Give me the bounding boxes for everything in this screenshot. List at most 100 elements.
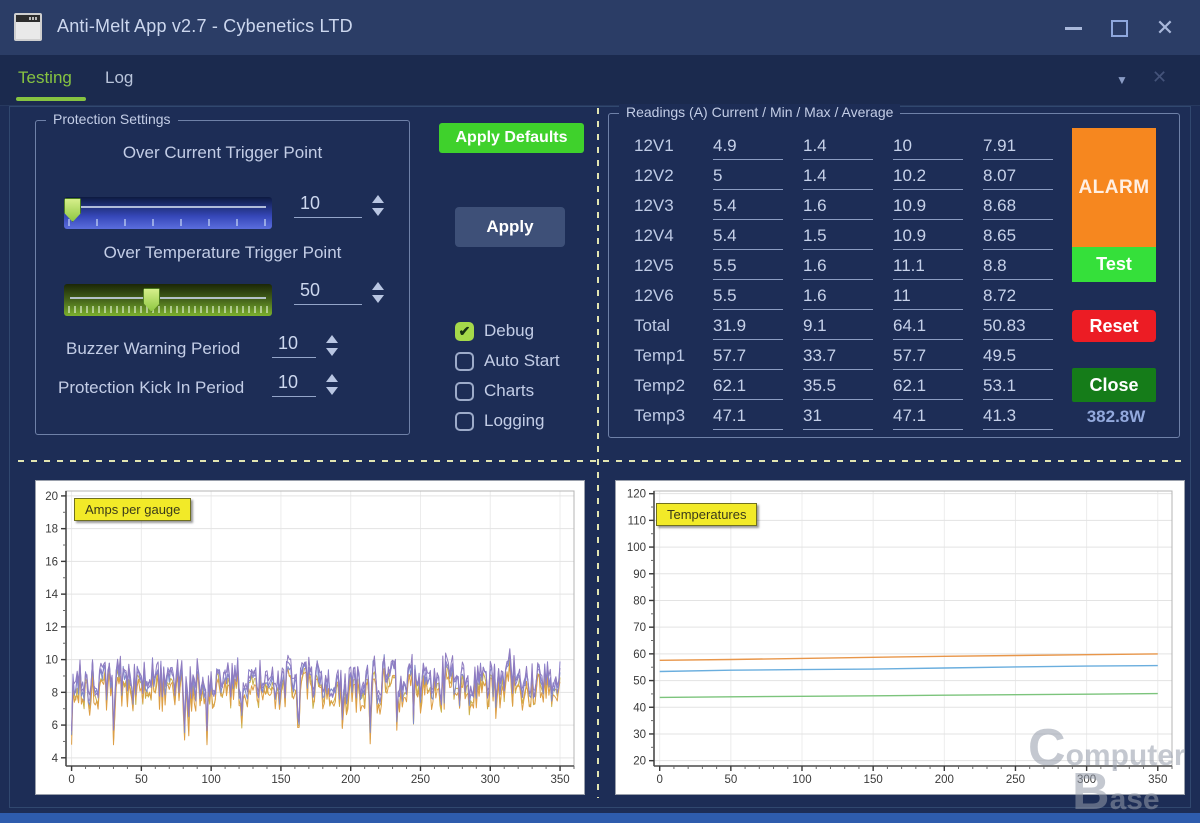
reading-cell-12v6-avg: 8.72 — [983, 286, 1053, 310]
spin-up-icon[interactable] — [372, 195, 384, 203]
maximize-icon — [1110, 19, 1128, 37]
option-label: Charts — [484, 381, 535, 400]
reading-cell-12v6-max: 11 — [893, 286, 963, 310]
svg-text:350: 350 — [1148, 774, 1167, 786]
reading-cell-total-avg: 50.83 — [983, 316, 1053, 340]
unchecked-checkbox-icon[interactable] — [455, 381, 474, 401]
total-power-value: 382.8W — [1086, 407, 1146, 426]
reading-cell-temp3-max: 47.1 — [893, 406, 963, 430]
reading-cell-total-min: 9.1 — [803, 316, 873, 340]
svg-text:12: 12 — [45, 622, 58, 634]
option-label: Debug — [484, 321, 535, 340]
minimize-icon — [1064, 26, 1082, 30]
reading-cell-12v1-max: 10 — [893, 136, 963, 160]
svg-text:300: 300 — [481, 774, 500, 786]
unchecked-checkbox-icon[interactable] — [455, 411, 474, 431]
reading-cell-12v5-min: 1.6 — [803, 256, 873, 280]
spin-up-icon[interactable] — [372, 282, 384, 290]
reading-cell-12v1-min: 1.4 — [803, 136, 873, 160]
svg-text:100: 100 — [792, 774, 811, 786]
alarm-indicator: ALARM — [1072, 128, 1156, 247]
svg-text:40: 40 — [633, 702, 646, 714]
over-temperature-spinbox: 50 — [294, 280, 384, 305]
test-button[interactable]: Test — [1072, 247, 1156, 282]
svg-text:100: 100 — [627, 542, 646, 554]
reading-cell-12v1-avg: 7.91 — [983, 136, 1053, 160]
reading-cell-temp1-min: 33.7 — [803, 346, 873, 370]
reading-row-label-12v2: 12V2 — [634, 166, 674, 185]
close-button[interactable]: Close — [1072, 368, 1156, 402]
tab-log[interactable]: Log — [105, 68, 134, 87]
reading-cell-temp2-avg: 53.1 — [983, 376, 1053, 400]
apply-defaults-button[interactable]: Apply Defaults — [439, 123, 584, 153]
svg-text:14: 14 — [45, 589, 58, 601]
protection-kick-in-spinbox: 10 — [272, 372, 338, 397]
spin-down-icon[interactable] — [326, 387, 338, 395]
spin-down-icon[interactable] — [326, 348, 338, 356]
tab-bar: Testing Log ▼ ✕ — [0, 55, 1200, 106]
reading-row-label-temp3: Temp3 — [634, 406, 686, 425]
svg-text:30: 30 — [633, 729, 646, 741]
buzzer-warning-value[interactable]: 10 — [272, 333, 316, 358]
option-auto-start[interactable]: Auto Start — [455, 346, 560, 376]
apply-button[interactable]: Apply — [455, 207, 565, 247]
option-debug[interactable]: ✔ Debug — [455, 316, 560, 346]
spin-up-icon[interactable] — [326, 335, 338, 343]
reading-cell-12v5-current: 5.5 — [713, 256, 783, 280]
reset-button[interactable]: Reset — [1072, 310, 1156, 342]
unchecked-checkbox-icon[interactable] — [455, 351, 474, 371]
svg-text:300: 300 — [1077, 774, 1096, 786]
checked-checkbox-icon[interactable]: ✔ — [455, 321, 474, 341]
svg-text:200: 200 — [935, 774, 954, 786]
svg-text:16: 16 — [45, 556, 58, 568]
close-window-button[interactable]: ✕ — [1148, 14, 1182, 42]
over-current-slider[interactable] — [64, 197, 272, 229]
reading-cell-temp2-max: 62.1 — [893, 376, 963, 400]
tab-testing[interactable]: Testing — [18, 68, 72, 87]
over-temperature-value[interactable]: 50 — [294, 280, 362, 305]
buzzer-warning-spinner — [326, 335, 338, 358]
svg-text:60: 60 — [633, 649, 646, 661]
option-logging[interactable]: Logging — [455, 406, 560, 436]
spin-down-icon[interactable] — [372, 295, 384, 303]
reading-row-label-12v6: 12V6 — [634, 286, 674, 305]
svg-text:20: 20 — [45, 491, 58, 503]
reading-cell-temp3-min: 31 — [803, 406, 873, 430]
over-current-value[interactable]: 10 — [294, 193, 362, 218]
temperatures-chart-title: Temperatures — [656, 503, 758, 526]
option-charts[interactable]: Charts — [455, 376, 560, 406]
over-temperature-slider-handle[interactable] — [143, 288, 161, 312]
slider-track — [70, 297, 266, 299]
svg-text:350: 350 — [550, 774, 569, 786]
protection-kick-in-value[interactable]: 10 — [272, 372, 316, 397]
reading-cell-12v1-current: 4.9 — [713, 136, 783, 160]
window-bottom-border — [0, 813, 1200, 823]
reading-cell-12v4-min: 1.5 — [803, 226, 873, 250]
option-label: Logging — [484, 411, 545, 430]
svg-text:80: 80 — [633, 595, 646, 607]
maximize-button[interactable] — [1102, 14, 1136, 42]
tab-dropdown-icon[interactable]: ▼ — [1116, 73, 1128, 87]
svg-text:50: 50 — [135, 774, 148, 786]
vertical-splitter[interactable] — [597, 108, 599, 798]
minimize-button[interactable] — [1056, 14, 1090, 42]
spin-down-icon[interactable] — [372, 208, 384, 216]
over-temperature-slider[interactable] — [64, 284, 272, 316]
svg-text:50: 50 — [633, 676, 646, 688]
horizontal-splitter[interactable] — [18, 460, 1182, 462]
reading-cell-12v6-current: 5.5 — [713, 286, 783, 310]
reading-cell-12v2-current: 5 — [713, 166, 783, 190]
over-current-slider-handle[interactable] — [64, 198, 82, 222]
over-current-spinner — [372, 195, 384, 218]
svg-text:250: 250 — [411, 774, 430, 786]
svg-text:250: 250 — [1006, 774, 1025, 786]
reading-cell-temp1-avg: 49.5 — [983, 346, 1053, 370]
temperatures-chart-panel: 0 50 100 150 200 250 300 350 20 30 40 50 60 70 80 90 100… — [615, 480, 1185, 795]
option-label: Auto Start — [484, 351, 560, 370]
reading-cell-12v3-min: 1.6 — [803, 196, 873, 220]
spin-up-icon[interactable] — [326, 374, 338, 382]
reading-cell-total-max: 64.1 — [893, 316, 963, 340]
reading-row-label-total: Total — [634, 316, 670, 335]
titlebar: Anti-Melt App v2.7 - Cybenetics LTD ✕ — [0, 0, 1200, 55]
reading-row-label-12v1: 12V1 — [634, 136, 674, 155]
